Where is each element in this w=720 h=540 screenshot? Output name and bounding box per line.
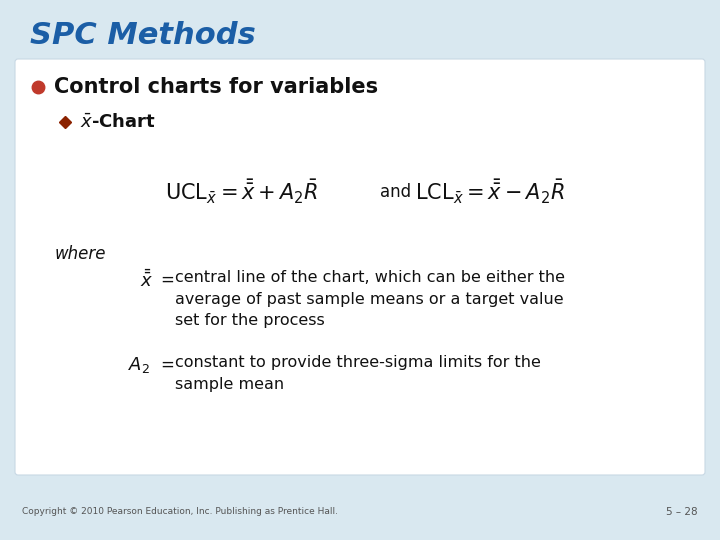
Text: SPC Methods: SPC Methods — [30, 21, 256, 50]
Text: where: where — [55, 245, 107, 263]
Text: $\mathrm{LCL}_{\bar{x}}=\bar{\bar{x}}-A_2\bar{R}$: $\mathrm{LCL}_{\bar{x}}=\bar{\bar{x}}-A_… — [415, 178, 564, 206]
Text: and: and — [380, 183, 411, 201]
Text: Control charts for variables: Control charts for variables — [54, 77, 378, 97]
FancyBboxPatch shape — [15, 59, 705, 475]
Text: $A_2$: $A_2$ — [128, 355, 150, 375]
Text: central line of the chart, which can be either the
average of past sample means : central line of the chart, which can be … — [175, 270, 565, 328]
Text: $\mathrm{UCL}_{\bar{x}}=\bar{\bar{x}}+A_2\bar{R}$: $\mathrm{UCL}_{\bar{x}}=\bar{\bar{x}}+A_… — [165, 178, 318, 206]
Text: constant to provide three-sigma limits for the
sample mean: constant to provide three-sigma limits f… — [175, 355, 541, 392]
Text: $=$: $=$ — [157, 355, 174, 373]
Text: Copyright © 2010 Pearson Education, Inc. Publishing as Prentice Hall.: Copyright © 2010 Pearson Education, Inc.… — [22, 508, 338, 516]
Text: 5 – 28: 5 – 28 — [667, 507, 698, 517]
Text: $=$: $=$ — [157, 270, 174, 288]
Text: $\bar{\bar{x}}$: $\bar{\bar{x}}$ — [140, 270, 153, 291]
Text: $\bar{x}$-Chart: $\bar{x}$-Chart — [80, 113, 156, 131]
